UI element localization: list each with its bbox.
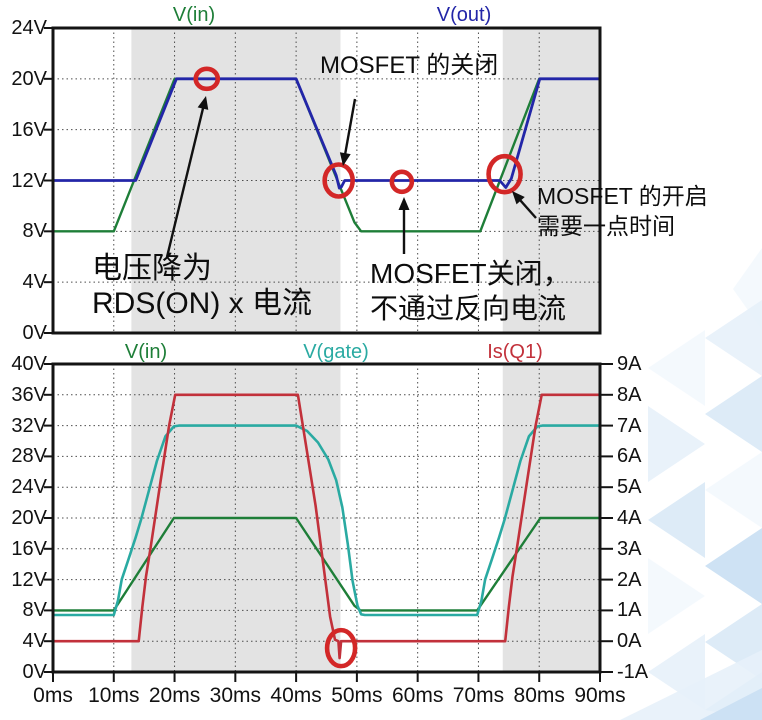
annotation-mosfet-turn-on: MOSFET 的开启 需要一点时间 [537,181,708,241]
decor-triangle [705,376,762,452]
annotation-arrows [165,96,537,258]
annotation-no-reverse-line1: MOSFET关闭， [370,258,571,289]
decor-triangle [620,650,762,720]
y-left-label: 32V [11,414,47,437]
annotation-turn-on-line1: MOSFET 的开启 [537,183,708,209]
y-left-label: 28V [11,445,47,468]
series-isq1 [51,393,602,660]
x-axis-label: 40ms [270,684,322,707]
y-right-label: 6A [617,445,642,468]
x-axis-label: 90ms [574,684,626,707]
arrow-line [343,98,357,157]
highlight-circle [389,169,415,195]
decor-triangle [648,406,705,482]
chart-panel-top [44,26,602,335]
decor-triangle [648,558,705,634]
y-left-label: 0V [22,322,47,344]
x-axis-label: 20ms [148,684,201,707]
y-right-label: 5A [617,476,642,499]
y-left-label: 12V [11,568,47,591]
x-axis-label: 80ms [513,684,565,707]
annotation-voltage-drop-line2: RDS(ON) x 电流 [92,287,312,320]
annotation-turn-on-line2: 需要一点时间 [537,213,675,239]
y-right-label: 1A [617,599,642,622]
y-right-label: -1A [617,661,649,683]
y-left-label: 0V [22,661,47,683]
highlight-circle [324,627,358,669]
series-vout [51,77,602,190]
x-axis-label: 50ms [331,684,383,707]
y-left-label: 4V [22,630,47,653]
highlight-circle [486,153,523,195]
decor-triangle [705,300,762,376]
annotation-mosfet-turn-off: MOSFET 的关闭 [320,52,499,79]
x-axis-label: 30ms [209,684,262,707]
legend-vgate: V(gate) [303,341,369,363]
decor-triangle [700,688,762,720]
x-axis-label: 0ms [33,684,73,707]
decor-triangle [648,330,705,406]
y-left-label: 16V [11,118,47,141]
legend-vin: V(in) [172,4,216,26]
y-left-label: 12V [11,169,47,192]
legend-isq1: Is(Q1) [487,341,543,363]
annotation-no-reverse-line2: 不通过反向电流 [370,293,567,324]
decor-triangle [705,452,762,528]
y-right-label: 3A [617,537,642,560]
annotation-voltage-drop: 电压降为 RDS(ON) x 电流 [92,251,312,321]
legend-vout: V(out) [436,4,492,26]
y-left-label: 20V [11,67,47,90]
arrow-line [517,197,537,219]
y-right-label: 9A [617,353,642,375]
legend-vin: V(in) [124,341,168,363]
y-left-label: 36V [11,383,47,406]
decor-triangle [705,528,762,604]
annotation-no-reverse-current: MOSFET关闭， 不通过反向电流 [370,256,571,326]
y-right-label: 0A [617,630,642,653]
highlight-circle [322,162,355,199]
x-axis-label: 10ms [88,684,140,707]
arrow-line [165,105,205,258]
y-left-label: 4V [22,271,47,294]
y-left-label: 8V [22,220,47,243]
decor-triangle [648,482,705,558]
annotation-voltage-drop-line1: 电压降为 [92,252,212,285]
arrow-head [512,191,525,205]
arrow-head [197,96,209,110]
y-left-label: 24V [11,17,47,39]
y-left-label: 8V [22,599,47,622]
x-axis-label: 60ms [391,684,444,707]
arrow-head [398,197,410,210]
arrow-head [339,152,351,166]
y-left-label: 20V [11,507,47,529]
y-right-label: 8A [617,383,642,406]
y-right-label: 4A [617,507,642,529]
y-right-label: 7A [617,414,642,437]
chart-panel-bottom [44,362,613,682]
y-left-label: 24V [11,476,47,499]
x-axis-label: 70ms [452,684,505,707]
highlight-circle [193,66,221,92]
y-right-label: 2A [617,568,642,591]
y-left-label: 40V [11,353,47,375]
series-vin [51,516,602,612]
y-left-label: 16V [11,537,47,560]
series-vgate [51,424,602,617]
